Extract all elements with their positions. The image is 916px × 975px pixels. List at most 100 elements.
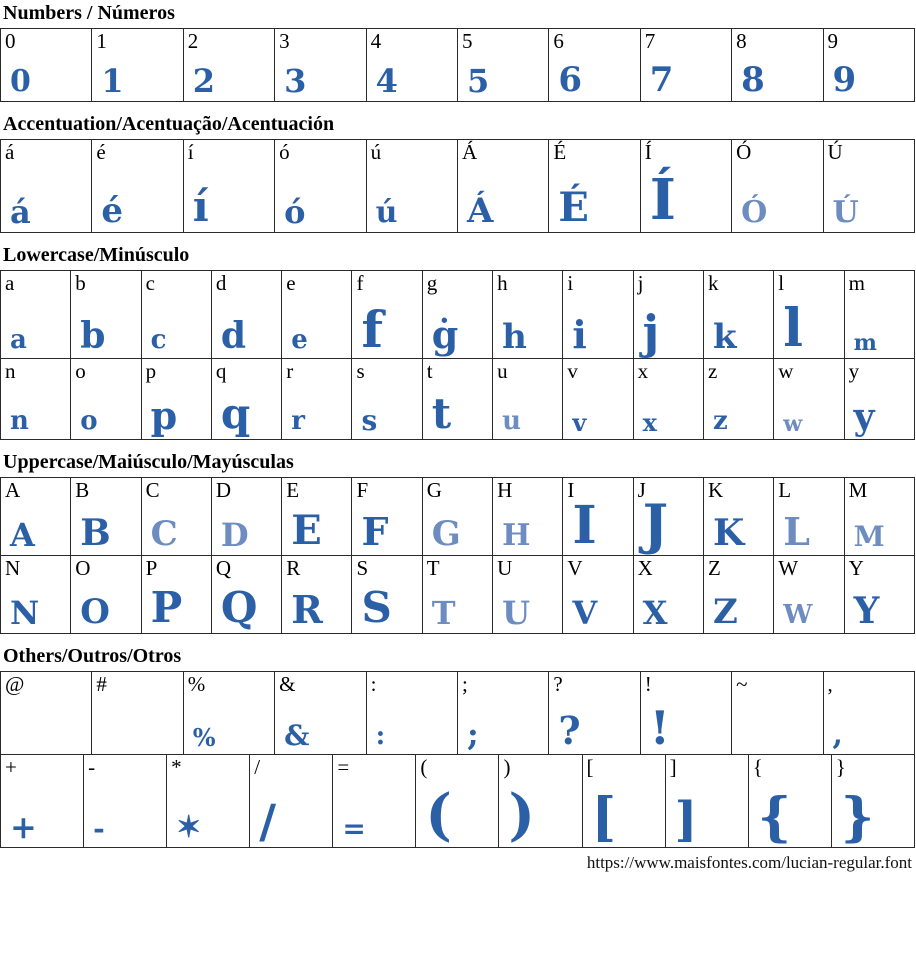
font-glyph: X [642,593,668,632]
font-glyph: m [853,329,877,356]
reference-char: O [75,556,91,580]
reference-char: % [187,672,206,696]
reference-char: 5 [461,29,473,53]
reference-char: ( [420,755,428,779]
reference-char: ~ [736,672,748,696]
reference-char: J [637,478,646,502]
font-glyph: á [10,192,31,231]
font-glyph: j [642,304,660,359]
glyph-cell: ;; [456,671,550,755]
reference-char: n [5,359,16,383]
reference-char: P [145,556,158,580]
font-glyph: T [431,593,456,632]
font-glyph: J [642,492,669,557]
glyph-cell: {{ [747,754,832,849]
font-glyph: 6 [558,59,583,100]
font-glyph: W [783,600,813,631]
reference-char: C [145,478,160,502]
reference-char: 6 [553,29,564,53]
glyph-cell: -- [83,754,168,848]
reference-char: - [88,755,96,779]
reference-char: Á [461,140,478,164]
font-glyph: b [80,314,106,357]
font-glyph: n [10,406,29,437]
font-glyph: l [783,298,804,360]
section-accentuation: Accentuation/Acentuação/Acentuación á á é é í… [0,113,916,233]
font-glyph: w [783,410,803,437]
glyph-cell: * ✶ [166,754,251,848]
glyph-cell: = = [332,754,417,848]
glyph-cell: ?? [548,671,641,755]
reference-char: 1 [96,29,107,53]
reference-char: = [337,755,350,779]
reference-char: , [827,672,833,696]
font-glyph: F [361,509,389,555]
glyph-cell: %% [182,671,276,755]
font-glyph: { [757,787,792,849]
font-glyph: C [150,513,178,554]
reference-char: ) [503,755,511,779]
reference-char: L [778,478,792,502]
reference-char: N [5,556,21,580]
font-glyph: 5 [466,61,490,100]
font-glyph: ✶ [176,810,202,846]
font-glyph: u [502,406,521,437]
reference-char: + [5,755,17,779]
reference-char: # [96,672,107,696]
reference-char: z [707,359,718,383]
specimen-sections: Numbers / Números 0 0 1 1 2 2 3 3 4 4 5 5 6 6 7 7 8 8 9 9 Acc… [0,2,916,848]
reference-char: ! [644,672,652,696]
reference-char: W [778,556,799,580]
reference-char: 3 [279,29,290,53]
font-glyph: ; [466,714,479,753]
font-glyph: = [342,812,366,846]
font-glyph: 3 [284,61,307,100]
font-glyph: A [10,515,35,554]
font-glyph: V [572,593,598,632]
glyph-cell: (( [415,754,500,848]
reference-char: v [567,359,578,383]
section-lowercase: Lowercase/Minúsculo a a b b c c d d e e f f g ġ h h i i j j k… [0,244,916,440]
glyph-cell: :: [365,671,458,755]
reference-char: 7 [644,29,656,53]
reference-char: ó [279,140,290,164]
glyph-table-others-row0: @ #%% & &::;;??!! ~,, [0,671,916,755]
glyph-cell: @ [0,671,93,755]
font-glyph: + [10,807,37,846]
reference-char: t [426,359,433,383]
